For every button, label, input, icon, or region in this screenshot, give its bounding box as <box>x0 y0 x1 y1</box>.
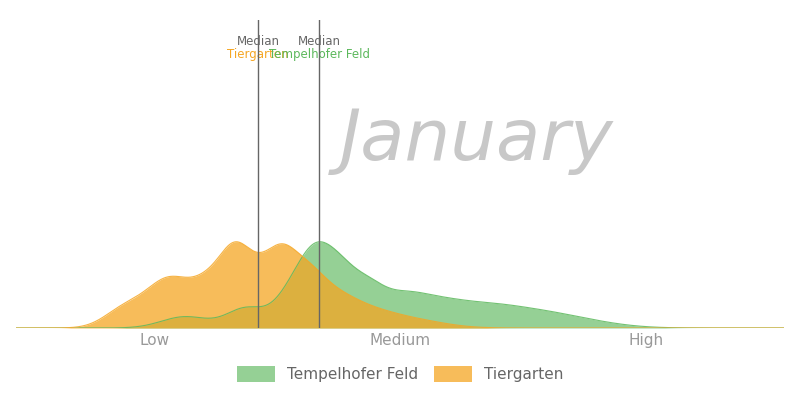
Text: January: January <box>340 106 614 175</box>
Legend: Tempelhofer Feld, Tiergarten: Tempelhofer Feld, Tiergarten <box>230 360 570 388</box>
Text: Tempelhofer Feld: Tempelhofer Feld <box>269 48 370 61</box>
Text: Median: Median <box>298 36 341 48</box>
Text: Tiergarten: Tiergarten <box>227 48 289 61</box>
Text: Median: Median <box>237 36 279 48</box>
